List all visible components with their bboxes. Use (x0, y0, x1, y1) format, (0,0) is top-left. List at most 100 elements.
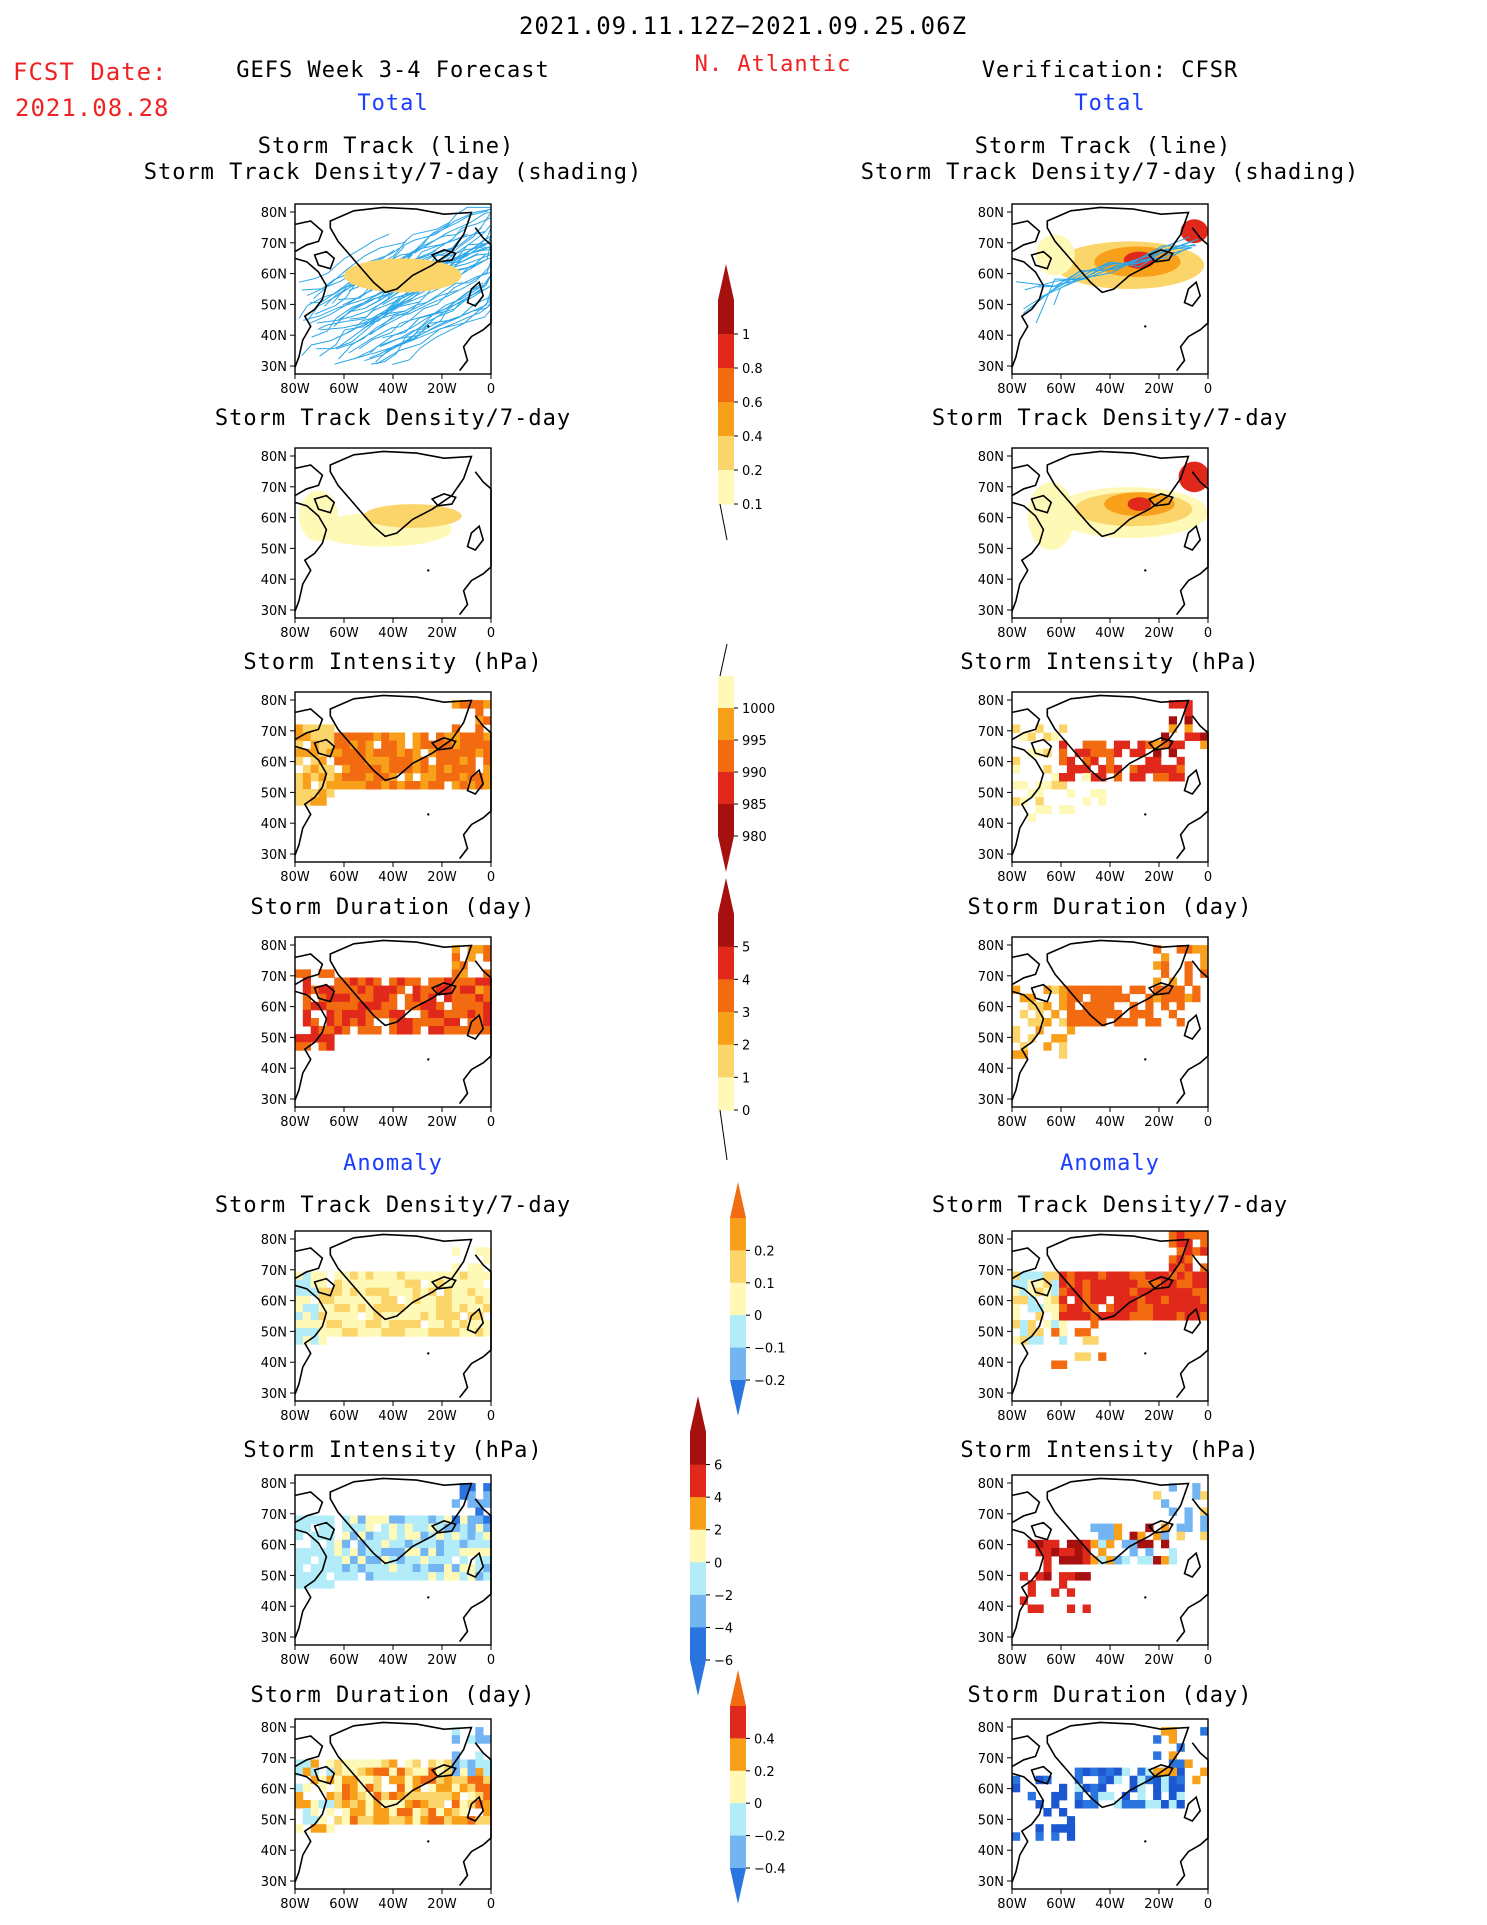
intensity-cell (1184, 724, 1193, 733)
duration-cell (1161, 1001, 1170, 1011)
coastline (294, 1772, 328, 1883)
intensity-cell (1035, 789, 1044, 798)
anomaly-cell (444, 1808, 453, 1817)
intensity-cell (334, 748, 343, 758)
anomaly-cell (381, 1564, 390, 1573)
anomaly-cell (1043, 1775, 1052, 1785)
anomaly-cell (404, 1791, 413, 1801)
anomaly-cell (1184, 1247, 1193, 1256)
intensity-cell (1161, 732, 1170, 741)
anomaly-cell (334, 1556, 343, 1565)
anomaly-cell (451, 1287, 460, 1297)
anomaly-cell (451, 1303, 460, 1313)
anomaly-cell (1082, 1783, 1091, 1793)
intensity-cell (451, 748, 460, 758)
anomaly-cell (1145, 1547, 1154, 1557)
anomaly-cell (357, 1547, 366, 1557)
lon-label: 80W (280, 1897, 310, 1912)
anomaly-cell (1098, 1539, 1107, 1549)
coastline (1011, 220, 1041, 253)
lat-label: 50N (978, 1813, 1004, 1828)
coastline (1011, 501, 1045, 612)
anomaly-cell (1082, 1767, 1091, 1777)
anomaly-cell (1161, 1499, 1170, 1508)
anomaly-cell (1161, 1539, 1170, 1549)
anomaly-cell (1059, 1572, 1068, 1581)
intensity-cell (483, 756, 491, 766)
anomaly-cell (318, 1531, 327, 1541)
anomaly-cell (1168, 1751, 1177, 1760)
duration-cell (428, 1009, 437, 1019)
duration-cell (295, 969, 304, 978)
coastline (294, 501, 328, 612)
intensity-cell (1098, 789, 1107, 798)
duration-cell (357, 993, 366, 1003)
intensity-cell (1082, 773, 1091, 782)
anomaly-cell (1035, 1547, 1044, 1557)
vf-density-title: Storm Track Density/7-day (931, 406, 1289, 431)
anomaly-cell (420, 1531, 429, 1541)
anomaly-cell (1051, 1800, 1060, 1809)
anomaly-cell (342, 1320, 351, 1329)
intensity-cell (342, 773, 351, 782)
duration-cell (1200, 945, 1208, 954)
lon-label: 40W (1095, 1897, 1125, 1912)
anomaly-cell (1145, 1556, 1154, 1565)
anomaly-cell (451, 1271, 460, 1280)
intensity-cell (444, 756, 453, 766)
colorbar-label: −0.1 (754, 1342, 786, 1357)
anomaly-cell (420, 1547, 429, 1557)
anomaly-cell (444, 1783, 453, 1793)
duration-cell (349, 1001, 359, 1011)
anomaly-cell (334, 1320, 343, 1329)
colorbar-label: 5 (742, 941, 750, 956)
lon-label: 80W (997, 1653, 1027, 1668)
anomaly-cell (1168, 1547, 1177, 1557)
anomaly-cell (295, 1564, 304, 1573)
anomaly-cell (1192, 1247, 1201, 1256)
anomaly-cell (1145, 1800, 1154, 1809)
anomaly-cell (467, 1515, 476, 1524)
intensity-cell (295, 740, 304, 750)
intensity-cell (326, 764, 335, 774)
anomaly-cell (475, 1751, 484, 1760)
lon-label: 80W (997, 626, 1027, 641)
anomaly-cell (404, 1556, 413, 1565)
anomaly-cell (1192, 1287, 1201, 1297)
anomaly-cell (381, 1556, 390, 1565)
storm-track-line (298, 233, 390, 283)
anomaly-cell (483, 1775, 491, 1785)
anomaly-cell (1074, 1547, 1083, 1557)
duration-cell (451, 1009, 460, 1019)
coastline (1147, 493, 1174, 507)
anomaly-cell (357, 1531, 366, 1541)
anomaly-cell (302, 1336, 311, 1345)
anomaly-cell (1035, 1279, 1044, 1289)
anomaly-cell (459, 1287, 468, 1297)
duration-cell (318, 993, 327, 1003)
azores-dot (1144, 1058, 1147, 1061)
storm-track-line (392, 254, 491, 365)
intensity-cell (302, 789, 311, 798)
duration-cell (459, 1009, 468, 1019)
anomaly-cell (444, 1295, 453, 1305)
coastline (458, 471, 492, 616)
lon-label: 80W (280, 1653, 310, 1668)
lat-label: 60N (261, 268, 287, 283)
anomaly-cell (373, 1808, 382, 1817)
duration-cell (1200, 953, 1208, 962)
intensity-cell (381, 764, 390, 774)
coastline (294, 1247, 324, 1280)
duration-cell (365, 1009, 374, 1019)
anomaly-cell (302, 1783, 311, 1793)
coastline (1046, 1721, 1190, 1809)
anomaly-cell (342, 1515, 351, 1524)
colorbar-label: 3 (742, 1006, 750, 1021)
anomaly-cell (342, 1271, 351, 1280)
intensity-cell (444, 764, 453, 774)
anomaly-cell (444, 1791, 453, 1801)
anomaly-cell (1066, 1556, 1076, 1565)
intensity-cell (459, 756, 468, 766)
